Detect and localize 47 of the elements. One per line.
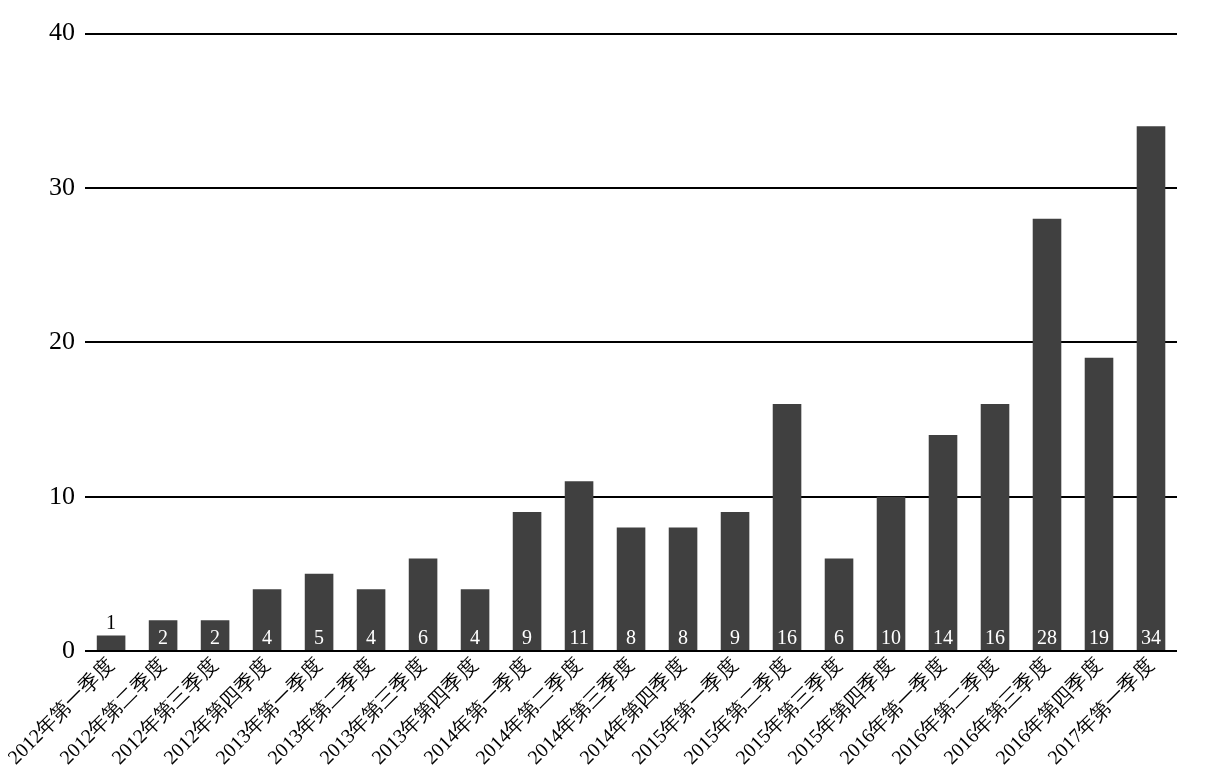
bar	[564, 481, 594, 651]
data-label: 16	[985, 626, 1006, 649]
data-label: 4	[262, 626, 273, 649]
data-label: 4	[366, 626, 377, 649]
bar	[460, 589, 490, 651]
y-tick-label: 20	[49, 326, 76, 356]
data-label: 34	[1141, 626, 1161, 649]
bar	[1084, 357, 1114, 651]
data-label: 16	[777, 626, 798, 649]
bar	[148, 620, 178, 651]
y-tick-label: 30	[49, 171, 76, 201]
y-tick-label: 10	[49, 480, 76, 510]
data-label: 4	[470, 626, 481, 649]
data-label: 1	[106, 610, 117, 633]
bar	[512, 512, 542, 651]
bar	[824, 558, 854, 651]
bar	[252, 589, 282, 651]
bar	[668, 527, 698, 651]
y-tick-label: 0	[62, 634, 76, 664]
bar	[928, 434, 958, 651]
data-label: 11	[569, 626, 589, 649]
bar	[304, 573, 334, 651]
data-label: 10	[881, 626, 902, 649]
data-label: 6	[834, 626, 845, 649]
bar	[876, 496, 906, 651]
data-label: 2	[158, 626, 169, 649]
bar	[356, 589, 386, 651]
data-label: 2	[210, 626, 221, 649]
bar	[96, 635, 126, 651]
data-label: 28	[1037, 626, 1058, 649]
data-label: 19	[1089, 626, 1110, 649]
bar	[772, 404, 802, 651]
bar	[1032, 218, 1062, 651]
data-label: 9	[730, 626, 741, 649]
bar	[408, 558, 438, 651]
bar	[1136, 126, 1166, 651]
bar	[720, 512, 750, 651]
data-label: 6	[418, 626, 429, 649]
bar	[200, 620, 230, 651]
data-label: 5	[314, 626, 325, 649]
bar	[980, 404, 1010, 651]
y-tick-label: 40	[49, 17, 76, 47]
data-label: 14	[933, 626, 954, 649]
data-label: 9	[522, 626, 533, 649]
data-label: 8	[626, 626, 637, 649]
data-label: 8	[678, 626, 689, 649]
bar	[616, 527, 646, 651]
